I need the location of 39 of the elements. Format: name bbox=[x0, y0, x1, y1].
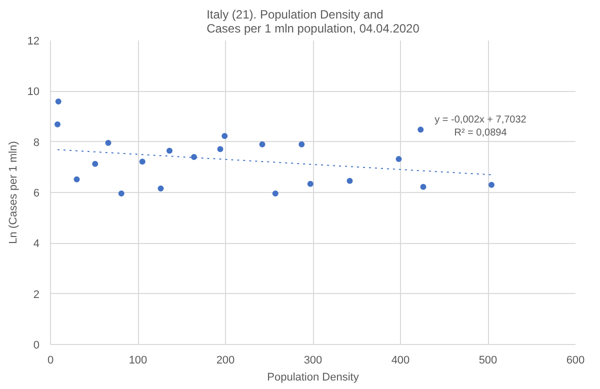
y-tick-label: 10 bbox=[27, 86, 40, 98]
point bbox=[222, 133, 228, 139]
point bbox=[396, 156, 402, 162]
annotation: y = -0,002x + 7,7032 R² = 0,0894 bbox=[434, 114, 527, 139]
point bbox=[55, 98, 62, 105]
x-axis-title: Population Density bbox=[267, 372, 360, 384]
y-tick-label: 6 bbox=[33, 188, 40, 200]
chart-title: Italy (21). Population Density and Cases per 1 mln population, 04.04.2020 bbox=[206, 8, 420, 36]
point bbox=[217, 146, 224, 152]
x-tick-label: 100 bbox=[128, 354, 148, 366]
point bbox=[139, 158, 146, 165]
y-tick-label: 0 bbox=[33, 340, 40, 352]
y-tick-label: 8 bbox=[33, 136, 40, 149]
x-tick-label: 600 bbox=[566, 354, 585, 366]
point bbox=[74, 176, 80, 182]
y-tick-label: 2 bbox=[33, 288, 40, 301]
y-tick-label: 12 bbox=[27, 36, 40, 48]
point bbox=[346, 178, 353, 184]
x-tick-label: 200 bbox=[216, 354, 235, 366]
point bbox=[488, 182, 494, 188]
x-tick-label: 400 bbox=[391, 354, 410, 366]
point bbox=[191, 154, 197, 160]
point bbox=[158, 185, 164, 192]
point bbox=[92, 160, 98, 167]
y-axis-title: Ln (Cases per 1 mln) bbox=[7, 141, 20, 244]
point bbox=[118, 190, 124, 197]
point bbox=[420, 184, 426, 190]
x-tick-label: 300 bbox=[304, 354, 322, 366]
point bbox=[272, 190, 278, 197]
point bbox=[418, 126, 424, 133]
point bbox=[298, 141, 305, 148]
point bbox=[307, 180, 314, 187]
y-tick-label: 4 bbox=[33, 238, 40, 250]
point bbox=[54, 121, 60, 128]
x-tick-label: 0 bbox=[47, 354, 54, 366]
point bbox=[166, 148, 172, 154]
x-tick-label: 500 bbox=[478, 354, 498, 366]
point bbox=[105, 140, 112, 146]
point bbox=[259, 141, 266, 148]
